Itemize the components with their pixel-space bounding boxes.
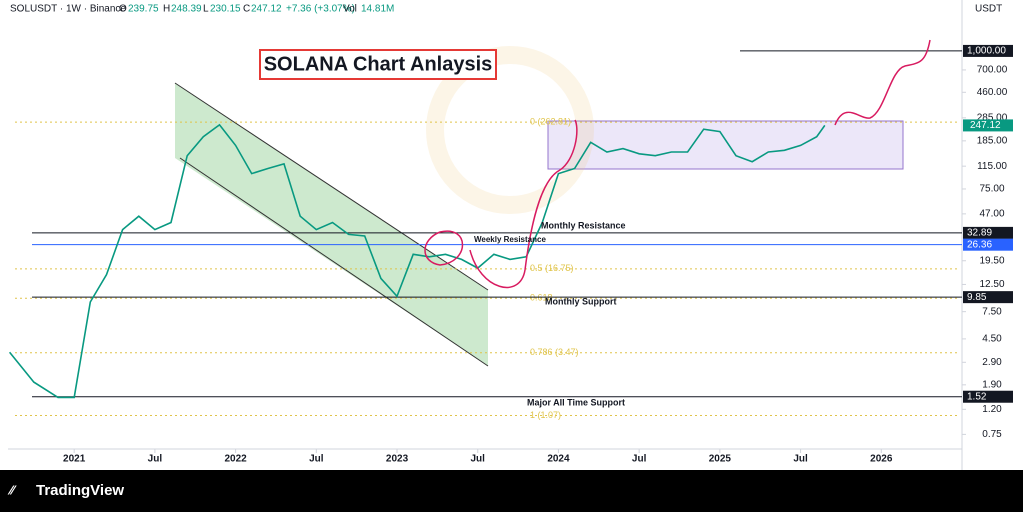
brand: TradingView [36,482,124,499]
level-tag [963,291,1013,304]
fib-label: 0.618 [530,293,553,303]
y-tick-label: 7.50 [982,306,1002,317]
level-tag [963,390,1013,403]
x-tick-label: 2024 [547,454,570,465]
x-tick-label: Jul [148,454,163,465]
open: 239.75 [128,4,159,15]
highlight-curve [469,119,578,289]
level-label: 9.85 [967,292,987,303]
y-tick-label: 75.00 [979,184,1004,195]
annotation: Major All Time Support [527,397,625,407]
level-label: 1,000.00 [967,46,1006,57]
x-tick-label: Jul [309,454,324,465]
fib-label: 0.786 (3.47) [530,347,579,357]
ohlc-label: H [163,4,170,15]
y-tick-label: 285.00 [977,112,1008,123]
y-tick-label: 19.50 [979,255,1004,266]
x-tick-label: Jul [793,454,808,465]
y-tick-label: 1.20 [982,404,1002,415]
fib-label: 0.5 (16.75) [530,263,574,273]
chart-title: SOLANA Chart Anlaysis [264,53,493,75]
x-tick-label: 2026 [870,454,893,465]
last-price-label: 247.12 [970,120,1001,131]
x-tick-label: Jul [471,454,486,465]
y-tick-label: 1.90 [982,379,1002,390]
close: 247.12 [251,4,282,15]
y-tick-label: 12.50 [979,279,1004,290]
ohlc-label: Vol [343,4,357,15]
range-box [547,120,904,170]
y-tick-label: 2.90 [982,357,1002,368]
symbol: SOLUSDT · 1W · Binance [10,4,126,15]
annotation: Weekly Resistance [474,235,546,244]
ohlc-label: L [203,4,209,15]
annotation: Monthly Resistance [541,220,626,230]
fib-label: 1 (1.07) [530,410,561,420]
annotation: Monthly Support [545,296,617,306]
y-tick-label: 0.75 [982,429,1002,440]
x-tick-label: 2025 [709,454,732,465]
level-tag [963,238,1013,251]
x-tick-label: 2023 [386,454,409,465]
y-tick-label: 185.00 [977,135,1008,146]
y-tick-label: 700.00 [977,65,1008,76]
price-line [8,123,826,399]
y-tick-label: 460.00 [977,87,1008,98]
x-tick-label: 2021 [63,454,86,465]
level-label: 1.52 [967,391,987,402]
level-tag [963,226,1013,239]
title-box [259,49,497,80]
low: 230.15 [210,4,241,15]
projection-curve [834,39,931,126]
highlight-curve [424,230,464,266]
chart-background [0,0,1023,470]
legend-header: SOLUSDT · 1W · Binance O 239.75 H 248.39… [10,4,394,15]
channel-fill [175,83,488,366]
y-tick-label: 47.00 [979,209,1004,220]
last-price-tag [963,119,1013,132]
y-tick-label: 4.50 [982,334,1002,345]
volume: 14.81M [361,4,394,15]
level-label: 26.36 [967,239,992,250]
y-tick-label: 115.00 [977,161,1007,172]
high: 248.39 [171,4,202,15]
logo-mark: ⁄⁄ [7,482,17,497]
footer [0,470,1023,512]
ohlc-label: C [243,4,250,15]
x-tick-label: Jul [632,454,647,465]
fib-label: 0 (262.81) [530,117,571,127]
x-tick-label: 2022 [224,454,247,465]
ohlc-label: O [119,4,127,15]
change: +7.36 (+3.07%) [286,4,355,15]
level-tag [963,44,1013,57]
level-label: 32.89 [967,228,992,239]
channel-bottom [179,157,489,367]
watermark [426,46,594,214]
currency: USDT [975,4,1002,15]
